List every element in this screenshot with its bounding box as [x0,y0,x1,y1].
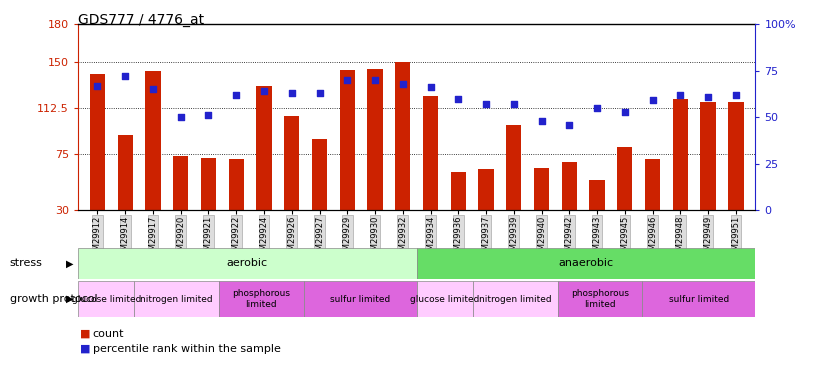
Text: nitrogen limited: nitrogen limited [140,295,213,304]
Text: ▶: ▶ [67,258,74,268]
Text: glucose limited: glucose limited [71,295,141,304]
Bar [304,281,416,317]
Point [230,92,243,98]
Bar [284,116,300,210]
Bar [643,281,755,317]
Bar [507,124,521,210]
Bar [367,69,383,210]
Bar [672,99,688,210]
Point [729,92,742,98]
Point [258,88,271,94]
Bar [416,281,473,317]
Bar [416,248,755,279]
Point [285,90,298,96]
Text: ■: ■ [80,344,90,354]
Point [424,84,437,90]
Text: sulfur limited: sulfur limited [330,295,390,304]
Bar [135,281,219,317]
Bar [228,159,244,210]
Point [646,98,659,104]
Text: phosphorous
limited: phosphorous limited [232,290,291,309]
Text: GDS777 / 4776_at: GDS777 / 4776_at [78,13,204,27]
Point [562,122,576,128]
Text: anaerobic: anaerobic [558,258,613,268]
Point [146,86,159,92]
Point [369,77,382,83]
Point [452,96,465,102]
Bar [557,281,643,317]
Point [313,90,326,96]
Point [341,77,354,83]
Bar [78,248,416,279]
Text: phosphorous
limited: phosphorous limited [571,290,629,309]
Point [397,81,410,87]
Bar [89,74,105,210]
Text: nitrogen limited: nitrogen limited [479,295,552,304]
Bar [589,180,605,210]
Bar [473,281,557,317]
Text: growth protocol: growth protocol [10,294,98,304]
Bar [617,147,632,210]
Text: count: count [93,329,124,339]
Bar [201,158,216,210]
Bar [312,140,327,210]
Bar [145,71,161,210]
Point [118,74,131,80]
Bar [451,172,466,210]
Point [674,92,687,98]
Bar [562,162,577,210]
Point [618,109,631,115]
Point [91,82,104,88]
Text: glucose limited: glucose limited [410,295,479,304]
Bar [340,70,355,210]
Bar [78,281,135,317]
Point [202,112,215,118]
Point [702,94,715,100]
Bar [117,135,133,210]
Bar [395,62,410,210]
Text: percentile rank within the sample: percentile rank within the sample [93,344,281,354]
Text: sulfur limited: sulfur limited [669,295,729,304]
Bar [728,102,744,210]
Bar [173,156,188,210]
Text: stress: stress [10,258,43,268]
Text: ■: ■ [80,329,90,339]
Text: ▶: ▶ [67,294,74,304]
Bar [479,169,493,210]
Bar [423,96,438,210]
Text: aerobic: aerobic [227,258,268,268]
Point [507,101,521,107]
Point [590,105,603,111]
Bar [645,159,660,210]
Bar [534,168,549,210]
Bar [700,102,716,210]
Point [174,114,187,120]
Point [535,118,548,124]
Bar [219,281,304,317]
Point [479,101,493,107]
Bar [256,86,272,210]
